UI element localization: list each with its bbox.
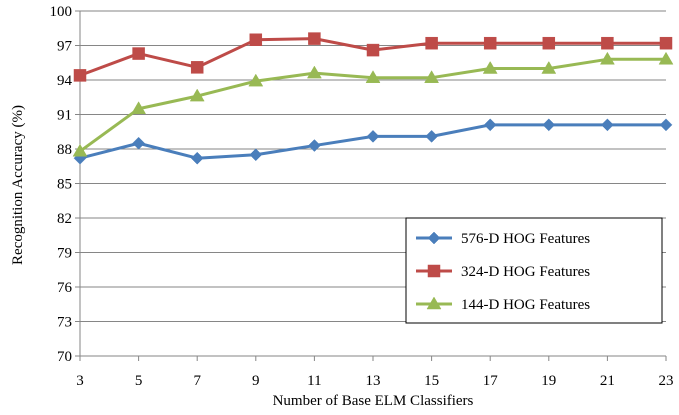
y-tick-label: 82: [57, 211, 72, 227]
data-point: [72, 143, 88, 157]
legend-marker: [427, 264, 441, 278]
legend: 576-D HOG Features 324-D HOG Features 144-…: [405, 217, 663, 324]
data-point: [601, 36, 614, 50]
data-point: [542, 118, 556, 132]
legend-label: 576-D HOG Features: [461, 231, 590, 247]
axes: [75, 10, 667, 361]
y-tick-label: 85: [57, 177, 72, 193]
legend-marker: [426, 296, 442, 310]
x-tick-label: 3: [76, 373, 84, 389]
y-tick-label: 100: [50, 4, 73, 20]
data-point: [73, 69, 87, 82]
data-point: [424, 70, 440, 83]
data-point: [659, 36, 673, 50]
data-point: [248, 73, 264, 87]
data-point: [659, 118, 673, 132]
data-point: [249, 33, 263, 46]
legend-entry: 144-D HOG Features: [416, 296, 590, 313]
series-3: [72, 51, 674, 157]
data-point: [306, 65, 322, 79]
data-point: [365, 70, 381, 83]
data-point: [366, 43, 380, 57]
data-point: [425, 129, 438, 143]
data-point: [132, 47, 145, 60]
x-tick-label: 21: [600, 373, 615, 389]
data-point: [249, 148, 263, 162]
legend-entry: 324-D HOG Features: [416, 264, 590, 280]
x-tick-label: 17: [483, 373, 499, 389]
x-axis-title: Number of Base ELM Classifiers: [273, 393, 474, 409]
x-tick-label: 5: [135, 373, 143, 389]
data-point: [425, 36, 438, 50]
data-point: [366, 129, 380, 143]
x-tick-label: 15: [424, 373, 439, 389]
x-tick-label: 19: [541, 373, 556, 389]
data-point: [599, 51, 615, 65]
x-tick-label: 7: [193, 373, 201, 389]
legend-entry: 576-D HOG Features: [416, 231, 590, 247]
data-point: [308, 139, 321, 152]
data-point: [190, 61, 204, 74]
y-tick-label: 97: [57, 39, 73, 55]
data-point: [658, 51, 674, 65]
data-point: [601, 118, 614, 132]
y-tick-label: 73: [57, 315, 72, 331]
data-point: [483, 36, 497, 50]
data-point: [482, 61, 498, 74]
y-tick-label: 70: [57, 349, 72, 365]
y-axis-title: Recognition Accuracy (%): [10, 105, 26, 265]
series-layer: [72, 32, 674, 165]
y-tick-label: 76: [57, 280, 73, 296]
x-tick-label: 23: [659, 373, 674, 389]
x-tick-label: 13: [366, 373, 381, 389]
data-point: [541, 61, 557, 74]
x-tick-label: 11: [307, 373, 321, 389]
legend-label: 144-D HOG Features: [461, 297, 590, 313]
data-point: [308, 32, 321, 45]
legend-marker: [427, 231, 441, 245]
x-tick-labels: 3 5 7 9 11 13 15 17 19 21 23: [76, 373, 673, 389]
y-tick-label: 79: [57, 246, 72, 262]
data-point: [483, 118, 497, 132]
y-tick-label: 88: [57, 142, 72, 158]
y-tick-labels: 70 73 76 79 82 85 88 91 94 97 100: [50, 4, 73, 365]
series-1: [73, 118, 673, 165]
y-tick-label: 94: [57, 73, 73, 89]
series-2: [73, 32, 673, 82]
data-point: [189, 88, 205, 102]
data-point: [131, 101, 147, 114]
data-point: [190, 151, 204, 165]
legend-label: 324-D HOG Features: [461, 264, 590, 280]
x-tick-label: 9: [252, 373, 260, 389]
data-point: [542, 36, 556, 50]
data-point: [132, 136, 145, 150]
y-tick-label: 91: [57, 108, 72, 124]
